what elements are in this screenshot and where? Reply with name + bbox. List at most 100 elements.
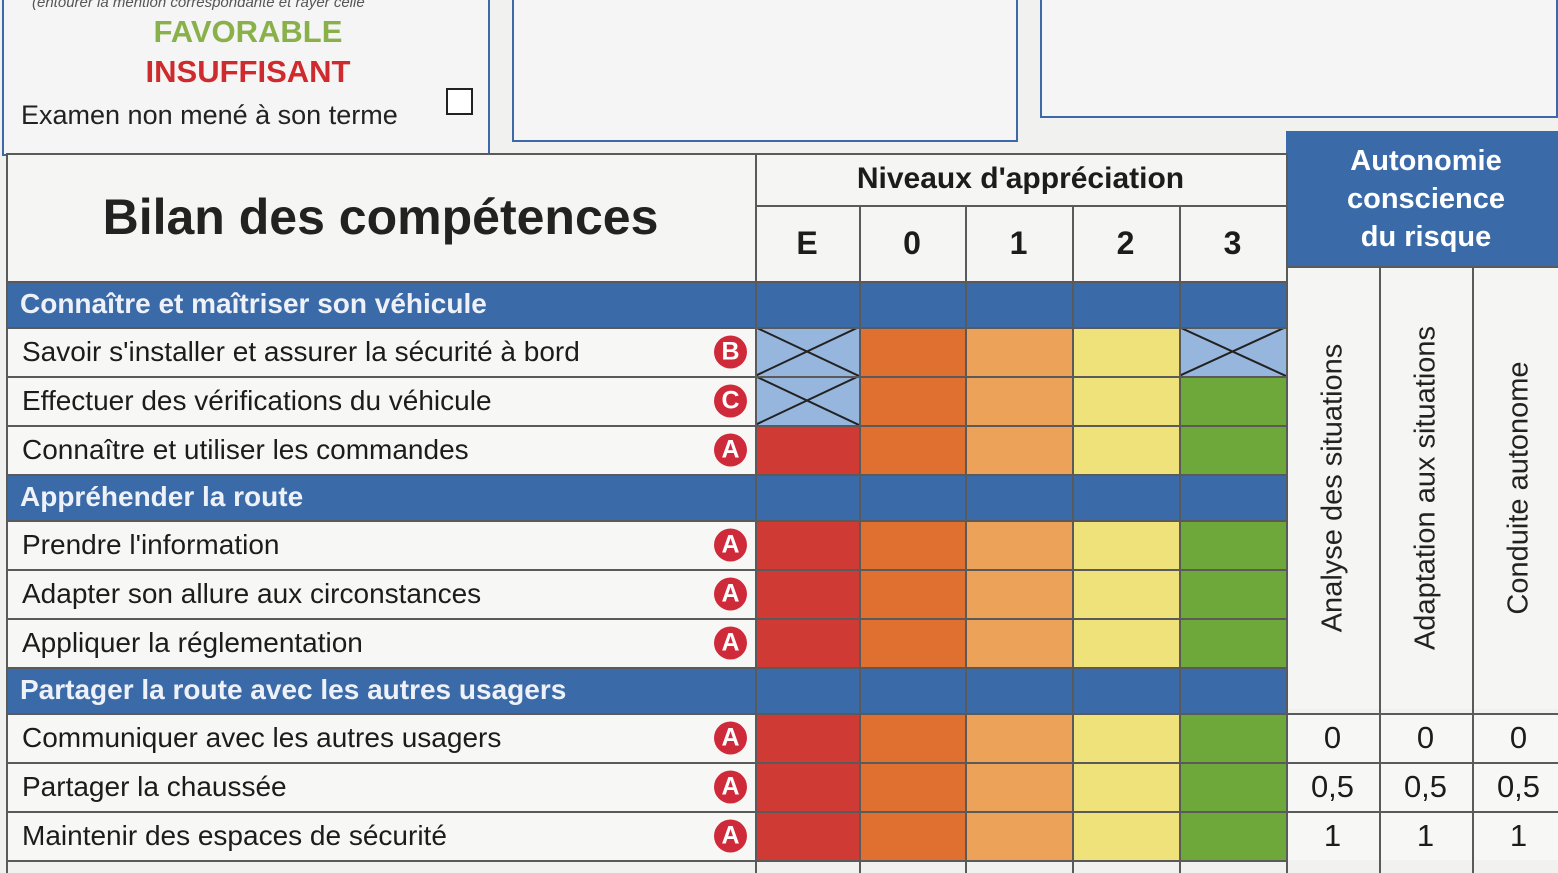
competence-row-label: Effectuer des vérifications du véhicule C xyxy=(6,376,755,425)
levels-header: Niveaux d'appréciation xyxy=(755,153,1286,205)
autonomy-score-cell[interactable]: 0 xyxy=(1379,713,1472,762)
autonomy-score-cell[interactable]: 0 xyxy=(1286,713,1379,762)
level-cell-e[interactable] xyxy=(755,713,859,762)
competence-row-label: Communiquer avec les autres usagers A xyxy=(6,713,755,762)
competence-label: Communiquer avec les autres usagers xyxy=(22,721,502,753)
level-cell-2[interactable] xyxy=(1072,327,1179,376)
table-grid-line xyxy=(6,713,1286,715)
level-cell-e xyxy=(755,327,859,376)
level-cell-e[interactable] xyxy=(755,762,859,811)
table-grid-line xyxy=(6,153,1286,155)
level-cell-2[interactable] xyxy=(1072,520,1179,569)
level-cell-e[interactable] xyxy=(755,811,859,860)
table-grid-line xyxy=(1072,205,1074,873)
level-cell-3[interactable] xyxy=(1179,376,1286,425)
level-cell-1[interactable] xyxy=(965,713,1072,762)
level-header-3: 3 xyxy=(1179,205,1286,281)
level-cell-3[interactable] xyxy=(1179,713,1286,762)
level-cell-1[interactable] xyxy=(965,376,1072,425)
level-cell-2[interactable] xyxy=(1072,425,1179,474)
autonomy-column-header: Conduite autonome xyxy=(1472,266,1558,709)
competence-row-label: Partager la chaussée A xyxy=(6,762,755,811)
level-cell-2[interactable] xyxy=(1072,811,1179,860)
level-cell-2[interactable] xyxy=(1072,376,1179,425)
not-applicable-cross-icon xyxy=(1179,327,1286,376)
result-instruction: (entourer la mention correspondante et r… xyxy=(32,0,365,11)
level-cell-0[interactable] xyxy=(859,327,965,376)
table-grid-line xyxy=(6,762,1286,764)
level-cell-0[interactable] xyxy=(859,376,965,425)
autonomy-score-cell[interactable]: 1 xyxy=(1286,811,1379,860)
result-insufficient[interactable]: INSUFFISANT xyxy=(145,54,351,89)
autonomy-column-label: Adaptation aux situations xyxy=(1409,325,1441,650)
table-grid-line xyxy=(6,860,1286,862)
autonomy-score-cell[interactable]: 0 xyxy=(1472,713,1558,762)
exam-not-finished-checkbox[interactable] xyxy=(446,88,473,115)
level-cell-1[interactable] xyxy=(965,618,1072,667)
level-cell-1[interactable] xyxy=(965,762,1072,811)
level-badge: A xyxy=(714,626,747,659)
level-cell-2[interactable] xyxy=(1072,762,1179,811)
level-cell-1[interactable] xyxy=(965,520,1072,569)
level-cell-3[interactable] xyxy=(1179,811,1286,860)
table-grid-line xyxy=(1286,266,1558,268)
level-cell-2[interactable] xyxy=(1072,618,1179,667)
level-cell-e[interactable] xyxy=(755,569,859,618)
section-title: Appréhender la route xyxy=(6,474,755,520)
level-cell-1[interactable] xyxy=(965,811,1072,860)
table-grid-line xyxy=(859,205,861,873)
section-level-band xyxy=(755,474,1286,520)
competence-row-label: Adapter son allure aux circonstances A xyxy=(6,569,755,618)
level-cell-0[interactable] xyxy=(859,618,965,667)
competence-label: Connaître et utiliser les commandes xyxy=(22,433,469,465)
level-header-2: 2 xyxy=(1072,205,1179,281)
level-cell-e[interactable] xyxy=(755,520,859,569)
table-grid-line xyxy=(6,569,1286,571)
level-cell-3[interactable] xyxy=(1179,520,1286,569)
level-cell-1[interactable] xyxy=(965,425,1072,474)
level-cell-3[interactable] xyxy=(1179,762,1286,811)
level-header-1: 1 xyxy=(965,205,1072,281)
level-cell-e[interactable] xyxy=(755,618,859,667)
table-grid-line xyxy=(6,425,1286,427)
autonomy-score-cell[interactable]: 0,5 xyxy=(1472,762,1558,811)
table-grid-line xyxy=(1286,811,1558,813)
competence-label: Appliquer la réglementation xyxy=(22,626,363,658)
level-cell-0[interactable] xyxy=(859,811,965,860)
level-cell-1[interactable] xyxy=(965,569,1072,618)
level-cell-2[interactable] xyxy=(1072,713,1179,762)
signature-box-candidate[interactable] xyxy=(1040,0,1558,118)
table-grid-line xyxy=(6,667,1286,669)
level-header-0: 0 xyxy=(859,205,965,281)
exam-not-finished-label: Examen non mené à son terme xyxy=(21,100,398,130)
level-cell-2[interactable] xyxy=(1072,569,1179,618)
level-cell-0[interactable] xyxy=(859,713,965,762)
autonomy-score-cell[interactable]: 0,5 xyxy=(1286,762,1379,811)
level-cell-0[interactable] xyxy=(859,520,965,569)
result-favorable[interactable]: FAVORABLE xyxy=(153,14,343,49)
level-badge: A xyxy=(714,819,747,852)
level-cell-0[interactable] xyxy=(859,762,965,811)
table-grid-line xyxy=(6,327,1286,329)
level-cell-3 xyxy=(1179,327,1286,376)
level-badge: A xyxy=(714,433,747,466)
autonomy-score-cell[interactable]: 1 xyxy=(1472,811,1558,860)
level-cell-3[interactable] xyxy=(1179,618,1286,667)
section-title: Connaître et maîtriser son véhicule xyxy=(6,281,755,327)
autonomy-column-header: Analyse des situations xyxy=(1286,266,1379,709)
competence-row-label: Savoir s'installer et assurer la sécurit… xyxy=(6,327,755,376)
level-cell-0[interactable] xyxy=(859,425,965,474)
autonomy-score-cell[interactable]: 1 xyxy=(1379,811,1472,860)
level-cell-3[interactable] xyxy=(1179,425,1286,474)
section-title: Partager la route avec les autres usager… xyxy=(6,667,755,713)
level-cell-3[interactable] xyxy=(1179,569,1286,618)
section-level-band xyxy=(755,667,1286,713)
level-cell-0[interactable] xyxy=(859,569,965,618)
autonomy-header-line-2: conscience xyxy=(1347,182,1505,215)
level-cell-e xyxy=(755,376,859,425)
autonomy-score-cell[interactable]: 0,5 xyxy=(1379,762,1472,811)
level-cell-1[interactable] xyxy=(965,327,1072,376)
signature-box-examiner[interactable] xyxy=(512,0,1018,142)
level-cell-e[interactable] xyxy=(755,425,859,474)
autonomy-header: Autonomie conscience du risque xyxy=(1286,131,1558,266)
